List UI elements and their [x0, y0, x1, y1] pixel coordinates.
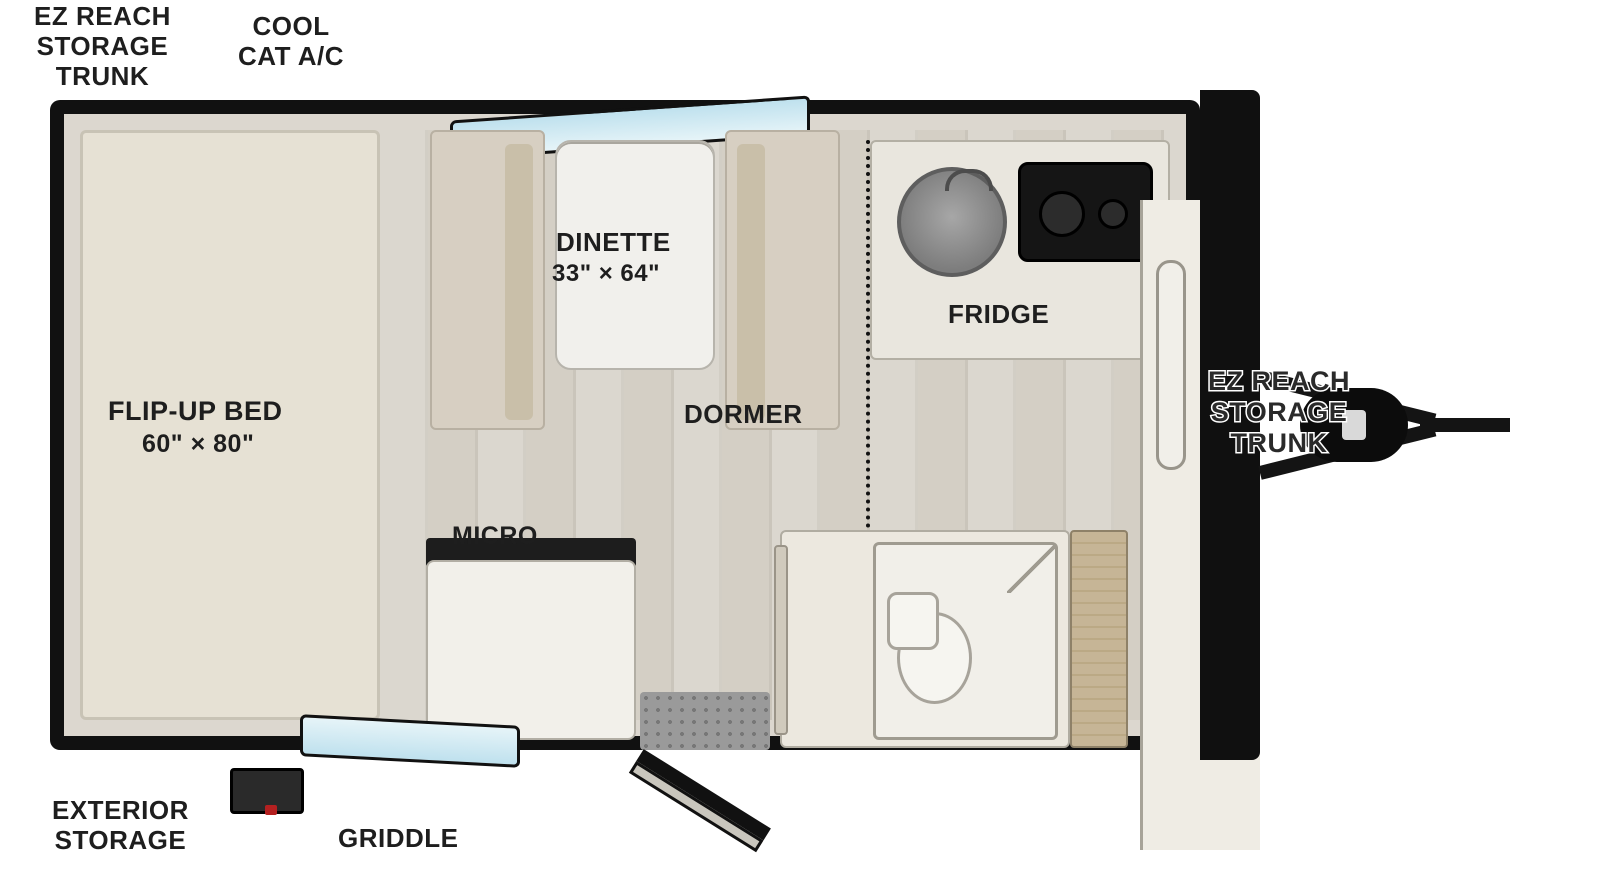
dinette-cushion [505, 144, 533, 420]
bath-wood-panel [1070, 530, 1128, 748]
dinette-bench-left [430, 130, 545, 430]
dinette-cushion [737, 144, 765, 420]
label-flip-up-bed-dim: 60" × 80" [142, 430, 254, 459]
stove-icon [1018, 162, 1153, 262]
label-flip-up-bed: FLIP-UP BED [108, 396, 283, 427]
label-micro: MICRO [452, 522, 538, 551]
sink-icon [897, 167, 1007, 277]
toilet-icon [887, 592, 982, 712]
dinette-bench-right [725, 130, 840, 430]
label-cool-cat: COOL CAT A/C [238, 12, 344, 72]
label-dinette: DINETTE [556, 228, 671, 258]
front-window-icon [1156, 260, 1186, 470]
hitch-tongue [1420, 418, 1510, 432]
label-exterior-storage: EXTERIOR STORAGE [52, 796, 189, 856]
floorplan-stage: EZ REACH STORAGE TRUNK COOL CAT A/C FLIP… [0, 0, 1600, 879]
bath-door [774, 545, 788, 735]
label-griddle: GRIDDLE [338, 824, 459, 854]
door-frame [636, 749, 771, 840]
label-dinette-dim: 33" × 64" [552, 260, 660, 288]
label-ez-reach-rear: EZ REACH STORAGE TRUNK [34, 2, 171, 92]
label-dormer: DORMER [684, 400, 803, 430]
door-panel [629, 761, 764, 852]
micro-cabinet [426, 560, 636, 740]
label-ez-reach-front: EZ REACH STORAGE TRUNK [1208, 366, 1350, 459]
toilet-tank [887, 592, 939, 650]
entry-door-open [640, 748, 800, 858]
bathroom [780, 530, 1070, 748]
label-fridge: FRIDGE [948, 300, 1049, 330]
entry-mat-icon [640, 692, 770, 750]
griddle-icon [230, 768, 304, 814]
burner-icon [1098, 199, 1128, 229]
burner-icon [1039, 191, 1085, 237]
